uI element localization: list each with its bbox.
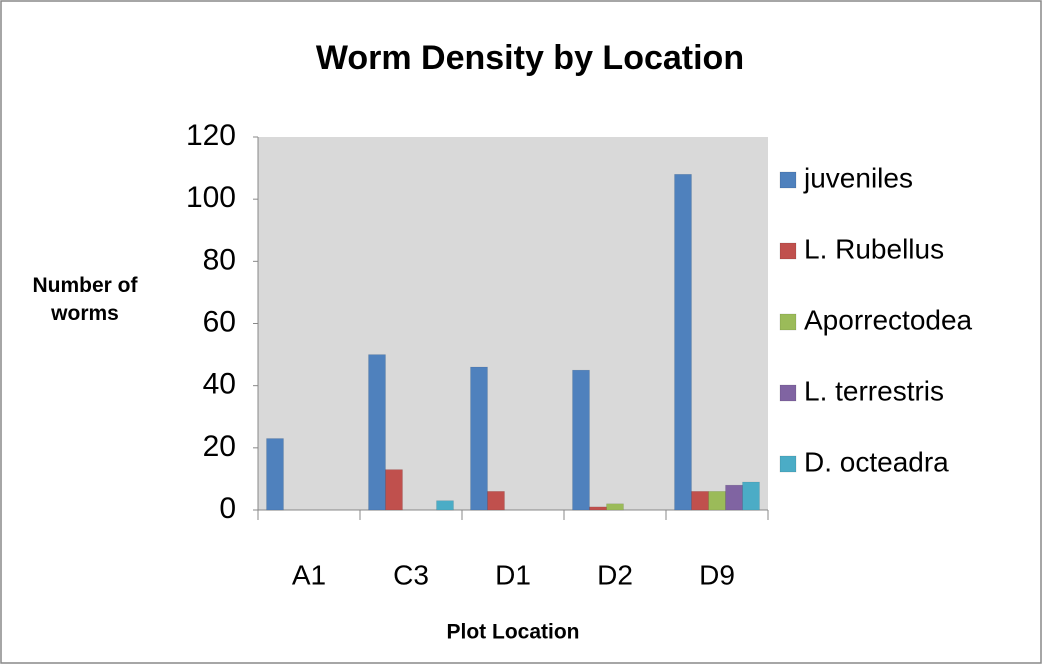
legend-label: L. terrestris: [804, 375, 944, 406]
y-tick-label: 120: [186, 119, 236, 152]
x-axis-label: Plot Location: [447, 621, 580, 644]
y-tick-label: 60: [203, 305, 236, 338]
legend-swatch: [779, 455, 797, 473]
legend-label: D. octeadra: [804, 446, 949, 477]
chart-title: Worm Density by Location: [316, 39, 744, 77]
x-tick-label: D2: [597, 559, 633, 590]
x-tick-label: D9: [699, 559, 735, 590]
bar: [674, 174, 692, 511]
bar: [606, 503, 624, 511]
legend-label: L. Rubellus: [804, 233, 944, 264]
bar: [725, 484, 743, 511]
bar: [708, 491, 726, 511]
bar: [436, 500, 454, 511]
x-tick-label: D1: [495, 559, 531, 590]
y-tick-label: 40: [203, 368, 236, 401]
bar: [742, 481, 760, 511]
bar: [691, 491, 709, 511]
y-axis-label: Number of worms: [32, 274, 138, 325]
y-tick-label: 0: [219, 492, 236, 525]
legend-swatch: [779, 313, 797, 331]
legend-label: juveniles: [803, 162, 913, 193]
y-tick-label: 80: [203, 243, 236, 276]
legend-swatch: [779, 384, 797, 402]
bar: [385, 469, 403, 511]
bar: [487, 491, 505, 511]
bar: [470, 366, 488, 511]
bar: [266, 438, 284, 511]
bar: [368, 354, 386, 511]
legend-swatch: [779, 242, 797, 260]
y-tick-label: 100: [186, 181, 236, 214]
bar: [572, 369, 590, 511]
bar: [589, 506, 607, 511]
legend-label: Aporrectodea: [804, 304, 973, 335]
x-tick-label: A1: [292, 559, 326, 590]
x-tick-label: C3: [393, 559, 429, 590]
legend-swatch: [779, 171, 797, 189]
y-tick-label: 20: [203, 430, 236, 463]
